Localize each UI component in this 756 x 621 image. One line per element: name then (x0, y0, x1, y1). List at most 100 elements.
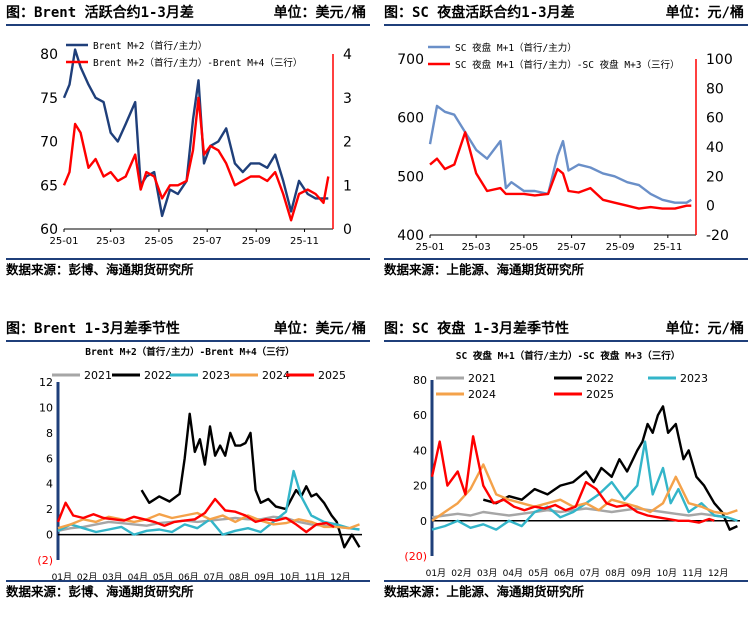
y-right-tick-label: 2 (343, 135, 352, 151)
x-tick-label: 25-05 (509, 242, 538, 253)
y-left-tick-label: 65 (40, 178, 58, 194)
panel-title-text: 图：Brent 活跃合约1-3月差 (6, 5, 194, 21)
y-left-tick-label: 700 (397, 52, 424, 68)
y-right-tick-label: 80 (706, 81, 724, 97)
x-tick-label: 12月 (330, 572, 350, 583)
x-tick-label: 03月 (102, 572, 122, 583)
y-right-tick-label: 0 (706, 199, 715, 215)
y-left-tick-label: 75 (40, 91, 58, 107)
y-tick-label: 2 (46, 503, 53, 516)
panel-source: 数据来源：彭博、海通期货研究所 (6, 580, 370, 602)
panel-brent-spread: 图：Brent 活跃合约1-3月差 单位：美元/桶 60 65 70 75 80 0 1 2 3… (0, 0, 378, 305)
legend-label: Brent M+2（首行/主力） (93, 40, 207, 52)
brent-seasonal-chart: Brent M+2（首行/主力）-Brent M+4（三行） (2) 0 2 4 6 8 10… (37, 346, 362, 583)
x-tick-label: 03月 (477, 568, 497, 579)
series-line (140, 412, 361, 549)
x-tick-label: 02月 (451, 568, 471, 579)
y-tick-label: 4 (46, 478, 53, 491)
x-tick-label: 25-09 (606, 242, 635, 253)
panel-title: 图：Brent 1-3月差季节性 单位：美元/桶 (6, 318, 370, 342)
legend-label: Brent M+2（首行/主力）-Brent M+4（三行） (93, 57, 302, 69)
series-line (429, 131, 692, 210)
panel-title: 图：Brent 活跃合约1-3月差 单位：美元/桶 (6, 2, 370, 26)
y-right-tick-label: 0 (343, 222, 352, 238)
panel-unit: 单位：美元/桶 (273, 5, 366, 21)
panel-source: 数据来源：彭博、海通期货研究所 (6, 258, 370, 280)
x-tick-label: 11月 (305, 572, 325, 583)
y-right-tick-label: 1 (343, 178, 352, 194)
series-line (482, 405, 738, 531)
y-tick-label: 80 (413, 374, 427, 387)
legend-label: 2024 (262, 369, 290, 382)
x-tick-label: 07月 (580, 568, 600, 579)
y-tick-label: 6 (46, 452, 53, 465)
x-tick-label: 25-11 (290, 236, 319, 247)
series-line (57, 515, 350, 532)
x-tick-label: 10月 (657, 568, 677, 579)
y-tick-label: 10 (39, 401, 53, 414)
panel-title-text: 图：Brent 1-3月差季节性 (6, 321, 180, 337)
x-tick-label: 06月 (178, 572, 198, 583)
x-tick-label: 04月 (128, 572, 148, 583)
panel-source: 数据来源：上能源、海通期货研究所 (384, 580, 748, 602)
panel-title-text: 图：SC 夜盘活跃合约1-3月差 (384, 5, 575, 21)
series-line (62, 96, 330, 222)
y-right-tick-label: 60 (706, 111, 724, 127)
y-right-tick-label: -20 (706, 228, 729, 244)
legend-label: 2024 (468, 388, 496, 401)
series-line (62, 48, 329, 218)
panel-title-text: 图：SC 夜盘 1-3月差季节性 (384, 321, 570, 337)
x-tick-label: 25-03 (96, 236, 125, 247)
y-tick-label: (2) (37, 554, 53, 567)
x-tick-label: 11月 (682, 568, 702, 579)
x-tick-label: 25-09 (242, 236, 271, 247)
x-tick-label: 04月 (503, 568, 523, 579)
series-line (57, 511, 360, 530)
sc-seasonal-chart: SC 夜盘 M+1（首行/主力）-SC 夜盘 M+3（三行） (20) 0 20 40 6… (404, 350, 740, 579)
y-right-tick-label: 100 (706, 52, 733, 68)
y-right-tick-label: 20 (706, 169, 724, 185)
x-tick-label: 25-03 (462, 242, 491, 253)
panel-sc-seasonal: 图：SC 夜盘 1-3月差季节性 单位：元/桶 SC 夜盘 M+1（首行/主力）… (378, 316, 756, 621)
x-tick-label: 09月 (631, 568, 651, 579)
x-tick-label: 05月 (528, 568, 548, 579)
x-tick-label: 07月 (204, 572, 224, 583)
y-left-tick-label: 400 (397, 228, 424, 244)
series-line (431, 507, 728, 519)
x-tick-label: 05月 (153, 572, 173, 583)
panel-unit: 单位：美元/桶 (273, 321, 366, 337)
x-tick-label: 25-07 (193, 236, 222, 247)
legend-label: SC 夜盘 M+1（首行/主力） (455, 42, 577, 54)
legend-label: 2022 (144, 369, 172, 382)
x-tick-label: 25-07 (557, 242, 586, 253)
legend-label: 2023 (202, 369, 230, 382)
y-tick-label: 60 (413, 409, 427, 422)
series-line (431, 463, 738, 522)
legend-label: 2023 (680, 372, 708, 385)
x-tick-label: 01月 (426, 568, 446, 579)
x-tick-label: 10月 (280, 572, 300, 583)
x-tick-label: 09月 (254, 572, 274, 583)
panel-unit: 单位：元/桶 (665, 5, 744, 21)
y-tick-label: 8 (46, 427, 53, 440)
chart-title: SC 夜盘 M+1（首行/主力）-SC 夜盘 M+3（三行） (456, 350, 681, 362)
legend-label: 2021 (468, 372, 496, 385)
x-tick-label: 25-11 (653, 242, 682, 253)
y-left-tick-label: 500 (397, 169, 424, 185)
x-tick-label: 25-05 (144, 236, 173, 247)
panel-unit: 单位：元/桶 (665, 321, 744, 337)
legend-label: 2025 (318, 369, 346, 382)
legend-label: 2021 (84, 369, 112, 382)
x-tick-label: 06月 (554, 568, 574, 579)
panel-sc-spread: 图：SC 夜盘活跃合约1-3月差 单位：元/桶 400 500 600 700 -20 0… (378, 0, 756, 305)
series-line (428, 104, 692, 204)
x-tick-label: 08月 (605, 568, 625, 579)
y-tick-label: 40 (413, 444, 427, 457)
panel-source: 数据来源：上能源、海通期货研究所 (384, 258, 748, 280)
series-line (57, 469, 360, 536)
y-left-tick-label: 70 (40, 135, 58, 151)
y-tick-label: 20 (413, 480, 427, 493)
y-left-tick-label: 60 (40, 222, 58, 238)
x-tick-label: 12月 (708, 568, 728, 579)
sc-spread-chart: 400 500 600 700 -20 0 20 40 60 80 100 25-01 25-03 25-… (397, 42, 733, 253)
